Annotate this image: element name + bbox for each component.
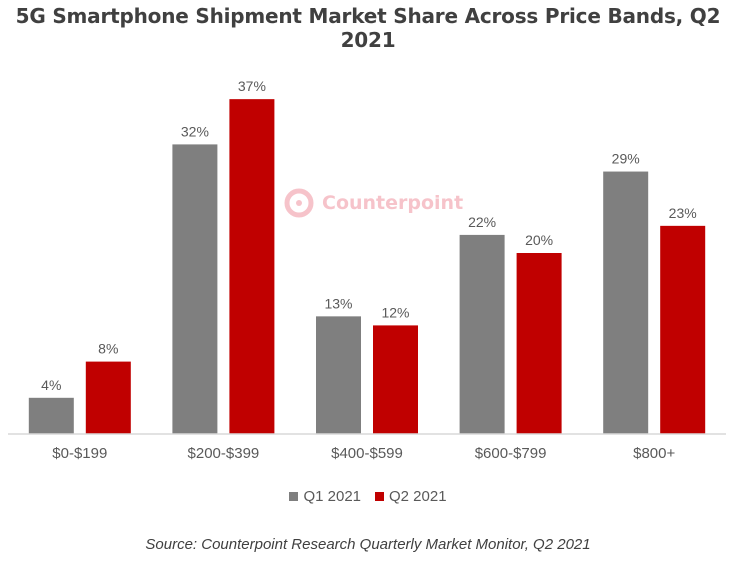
watermark-text: Counterpoint — [322, 192, 464, 214]
data-label-q2-2: 12% — [381, 304, 409, 320]
x-tick-label-2: $400-$599 — [331, 445, 403, 462]
x-tick-label-1: $200-$399 — [188, 445, 260, 462]
legend-swatch-q1 — [289, 492, 299, 501]
bar-q1-4 — [603, 171, 649, 435]
bar-q2-1 — [229, 99, 275, 435]
legend-item-q1: Q1 2021 — [289, 488, 361, 505]
bar-q2-4 — [660, 225, 706, 434]
chart-title: 5G Smartphone Shipment Market Share Acro… — [15, 4, 721, 52]
bar-q2-3 — [516, 253, 562, 434]
legend-label-q1: Q1 2021 — [303, 488, 361, 505]
counterpoint-logo-icon — [284, 188, 314, 218]
bar-q1-0 — [28, 397, 74, 434]
data-label-q2-0: 8% — [98, 341, 118, 357]
data-label-q1-0: 4% — [41, 377, 61, 393]
counterpoint-watermark: Counterpoint — [284, 188, 463, 218]
data-label-q2-4: 23% — [669, 205, 697, 221]
legend-swatch-q2 — [375, 492, 384, 501]
data-label-q1-1: 32% — [181, 123, 209, 139]
bar-q1-3 — [459, 234, 505, 434]
data-label-q2-1: 37% — [238, 78, 266, 94]
data-label-q2-3: 20% — [525, 232, 553, 248]
bar-q2-0 — [85, 361, 131, 434]
legend-item-q2: Q2 2021 — [375, 488, 447, 505]
legend-label-q2: Q2 2021 — [389, 488, 447, 505]
data-label-q1-4: 29% — [612, 151, 640, 167]
bar-q1-1 — [172, 144, 218, 434]
x-tick-label-4: $800+ — [633, 445, 675, 462]
data-label-q1-3: 22% — [468, 214, 496, 230]
x-tick-label-3: $600-$799 — [475, 445, 547, 462]
bar-chart: 4% 8% $0-$199 32% 37% $200-$399 13% 12% $400-$59… — [8, 78, 726, 462]
data-label-q1-2: 13% — [324, 295, 352, 311]
bar-q1-2 — [316, 316, 361, 434]
x-tick-label-0: $0-$199 — [52, 445, 107, 462]
bar-q2-2 — [373, 325, 418, 434]
legend: Q1 2021 Q2 2021 — [0, 488, 736, 505]
source-note: Source: Counterpoint Research Quarterly … — [145, 536, 591, 553]
